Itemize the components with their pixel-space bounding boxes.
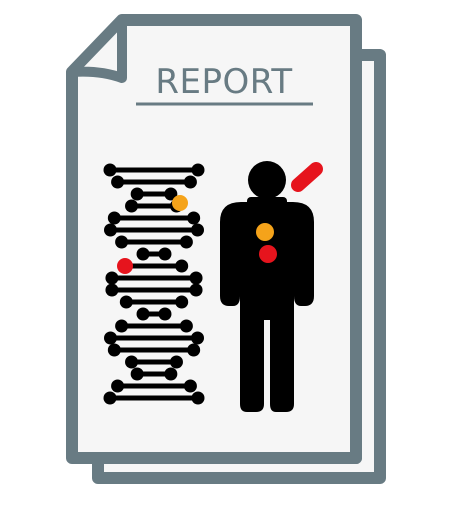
- dna-node: [189, 271, 203, 285]
- dna-helix-icon: [103, 163, 205, 405]
- dna-node: [115, 235, 129, 249]
- dna-node: [187, 211, 201, 225]
- dna-node: [179, 235, 193, 249]
- dna-node: [105, 271, 119, 285]
- marker-orange-torso: [256, 223, 274, 241]
- folded-corner: [67, 15, 127, 83]
- dna-node: [103, 223, 117, 237]
- capsule-icon: [291, 162, 323, 192]
- report-title: REPORT: [155, 62, 292, 102]
- dna-node: [187, 343, 201, 357]
- dna-node: [136, 247, 150, 261]
- dna-node: [111, 379, 125, 393]
- dna-node: [169, 355, 183, 369]
- human-figure-icon: [220, 161, 314, 412]
- dna-node: [191, 223, 205, 237]
- dna-node: [130, 367, 144, 381]
- dna-node: [158, 307, 172, 321]
- dna-node: [189, 283, 203, 297]
- dna-node: [125, 355, 139, 369]
- dna-node: [103, 163, 117, 177]
- dna-node: [191, 331, 205, 345]
- dna-node: [107, 343, 121, 357]
- dna-node: [119, 295, 133, 309]
- dna-node: [175, 295, 189, 309]
- dna-node: [111, 175, 125, 189]
- dna-node: [183, 379, 197, 393]
- dna-node: [164, 187, 178, 201]
- dna-marker-orange: [172, 195, 188, 211]
- dna-node: [183, 175, 197, 189]
- dna-node: [107, 211, 121, 225]
- dna-node: [103, 391, 117, 405]
- marker-red-torso: [259, 245, 277, 263]
- dna-node: [136, 307, 150, 321]
- dna-node: [125, 199, 139, 213]
- dna-node: [158, 247, 172, 261]
- dna-node: [175, 259, 189, 273]
- dna-marker-red: [117, 258, 133, 274]
- dna-node: [191, 391, 205, 405]
- dna-node: [115, 319, 129, 333]
- dna-node: [105, 283, 119, 297]
- dna-node: [130, 187, 144, 201]
- dna-node: [191, 163, 205, 177]
- dna-node: [179, 319, 193, 333]
- dna-node: [164, 367, 178, 381]
- dna-node: [103, 331, 117, 345]
